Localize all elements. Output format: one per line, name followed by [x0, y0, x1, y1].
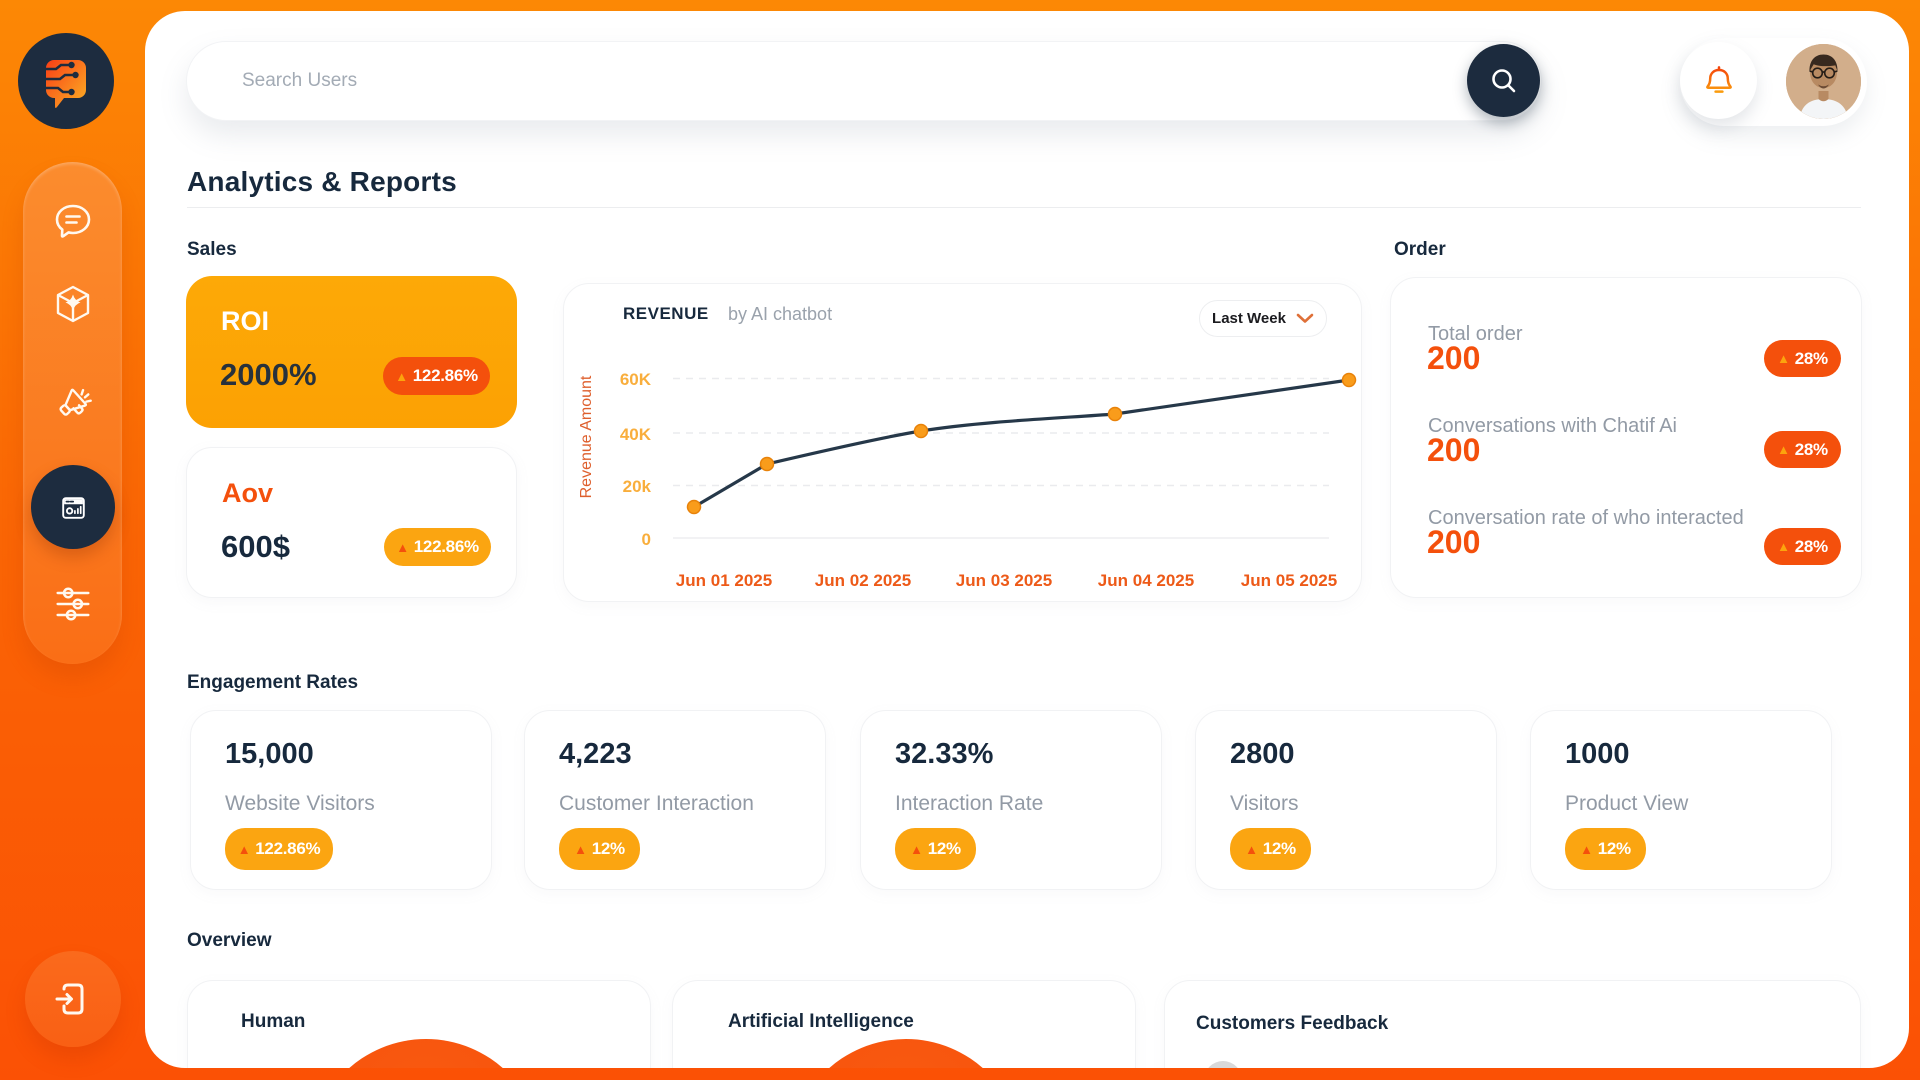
svg-text:Revenue Amount: Revenue Amount — [578, 375, 595, 498]
svg-text:60K: 60K — [620, 370, 652, 389]
svg-text:Jun 04 2025: Jun 04 2025 — [1098, 571, 1194, 590]
svg-text:20k: 20k — [623, 477, 652, 496]
svg-text:40K: 40K — [620, 425, 652, 444]
svg-text:Jun 02 2025: Jun 02 2025 — [815, 571, 911, 590]
svg-text:Jun 05 2025: Jun 05 2025 — [1241, 571, 1337, 590]
svg-text:Jun 01 2025: Jun 01 2025 — [676, 571, 772, 590]
svg-text:0: 0 — [642, 530, 651, 549]
svg-text:Jun 03 2025: Jun 03 2025 — [956, 571, 1052, 590]
